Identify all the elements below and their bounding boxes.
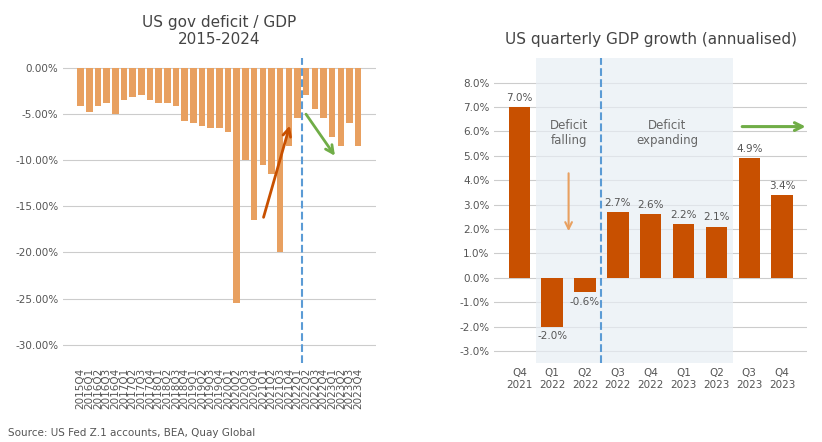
Text: 4.9%: 4.9% bbox=[736, 144, 763, 154]
Bar bbox=[602, 58, 733, 363]
Bar bbox=[739, 158, 760, 278]
Bar bbox=[112, 68, 118, 114]
Bar bbox=[607, 212, 629, 278]
Bar bbox=[129, 68, 136, 97]
Text: 2.6%: 2.6% bbox=[638, 200, 664, 210]
Bar bbox=[294, 68, 301, 118]
Bar bbox=[77, 68, 84, 107]
Bar bbox=[216, 68, 223, 128]
Bar bbox=[121, 68, 127, 100]
Bar bbox=[338, 68, 344, 146]
Bar bbox=[312, 68, 318, 109]
Text: 2.7%: 2.7% bbox=[605, 198, 631, 208]
Bar bbox=[104, 68, 110, 103]
Bar bbox=[302, 68, 309, 95]
Bar bbox=[242, 68, 249, 160]
Bar bbox=[147, 68, 153, 100]
Text: -2.0%: -2.0% bbox=[537, 331, 567, 341]
Bar bbox=[173, 68, 179, 107]
Bar bbox=[138, 68, 145, 95]
Bar bbox=[155, 68, 162, 103]
Bar bbox=[285, 68, 292, 146]
Bar bbox=[509, 107, 530, 278]
Text: -0.6%: -0.6% bbox=[570, 297, 600, 307]
Text: Source: US Fed Z.1 accounts, BEA, Quay Global: Source: US Fed Z.1 accounts, BEA, Quay G… bbox=[8, 427, 256, 438]
Bar bbox=[224, 68, 231, 132]
Bar bbox=[233, 68, 240, 303]
Bar bbox=[260, 68, 266, 164]
Bar bbox=[346, 68, 353, 123]
Bar bbox=[575, 278, 596, 293]
Bar bbox=[355, 68, 362, 146]
Bar bbox=[86, 68, 93, 112]
Bar bbox=[706, 227, 727, 278]
Bar bbox=[277, 68, 284, 252]
Title: US quarterly GDP growth (annualised): US quarterly GDP growth (annualised) bbox=[505, 32, 797, 47]
Bar bbox=[268, 68, 275, 174]
Bar bbox=[199, 68, 206, 126]
Text: Deficit
falling: Deficit falling bbox=[549, 119, 588, 147]
Bar bbox=[164, 68, 171, 103]
Bar bbox=[251, 68, 257, 220]
Bar bbox=[536, 58, 602, 363]
Bar bbox=[673, 224, 695, 278]
Bar bbox=[190, 68, 196, 123]
Text: 2.2%: 2.2% bbox=[670, 210, 697, 220]
Bar bbox=[182, 68, 188, 121]
Bar bbox=[640, 214, 662, 278]
Text: 2.1%: 2.1% bbox=[703, 212, 730, 222]
Bar bbox=[95, 68, 101, 107]
Bar bbox=[771, 195, 792, 278]
Title: US gov deficit / GDP
2015-2024: US gov deficit / GDP 2015-2024 bbox=[142, 15, 297, 47]
Bar bbox=[321, 68, 327, 118]
Bar bbox=[542, 278, 563, 327]
Text: 3.4%: 3.4% bbox=[769, 180, 796, 191]
Text: Deficit
expanding: Deficit expanding bbox=[636, 119, 698, 147]
Bar bbox=[207, 68, 214, 128]
Bar bbox=[329, 68, 335, 137]
Text: 7.0%: 7.0% bbox=[506, 93, 533, 103]
